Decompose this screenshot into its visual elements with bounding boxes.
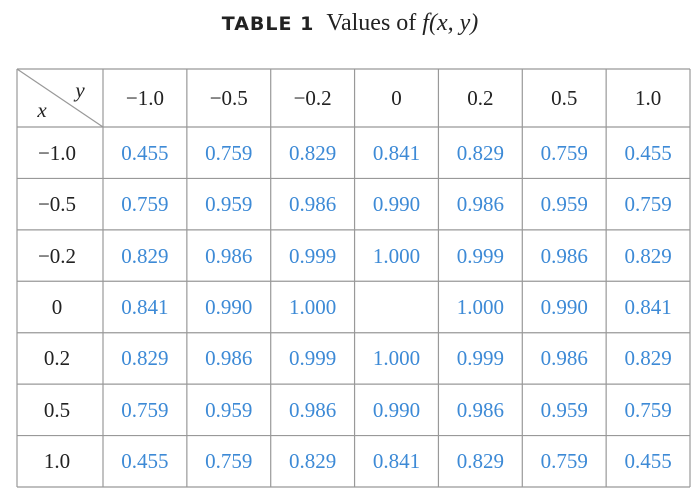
cell-value: 1.000 [372,243,421,268]
title: TABLE 1 Values of f(x, y) [0,10,700,37]
row-header: 0.2 [43,346,71,371]
cell-value: 0.455 [624,140,672,165]
row-header: −0.2 [37,243,77,268]
cell-value: 1.000 [372,346,421,371]
row-header: 1.0 [43,449,71,474]
cell-value: 0.759 [624,192,672,217]
cell-value: 0.829 [121,346,169,371]
cell-value: 0.986 [456,192,504,217]
cell-value: 0.990 [372,192,421,217]
caption: Values of [326,10,417,36]
cell-value: 0.455 [121,449,169,474]
cell-value: 1.000 [456,295,504,319]
cell-value: 0.841 [372,449,421,474]
column-header: 0 [391,86,402,110]
cell-value: 0.829 [456,140,504,165]
column-header: 0.5 [551,86,578,110]
row-header: −1.0 [37,140,77,165]
cell-value: 0.455 [121,140,169,165]
cell-value: 0.959 [540,192,588,217]
cell-value: 0.986 [289,397,337,422]
grid-line [16,68,104,128]
cell-value: 0.986 [205,346,253,371]
cell-value: 0.455 [624,449,672,474]
cell-value: 0.759 [121,192,169,217]
cell-value: 0.841 [121,295,169,319]
function: f(x, y) [422,10,479,36]
cell-value: 0.990 [540,295,588,319]
column-axis-label: y [75,78,85,102]
cell-value: 0.829 [624,243,672,268]
cell-value: 0.986 [289,192,337,217]
cell-value: 0.841 [372,140,421,165]
cell-value: 0.990 [205,295,253,319]
cell-value: 0.986 [456,397,504,422]
cell-value: 0.959 [205,397,253,422]
cell-value: 0.959 [540,397,588,422]
cell-value: 0.999 [289,243,337,268]
column-header: −0.5 [209,86,248,110]
cell-value: 0.829 [289,449,337,474]
cell-value: 0.986 [540,346,588,371]
row-header: 0 [51,295,63,319]
cell-value: 0.986 [205,243,253,268]
cell-value: 1.000 [289,295,337,319]
cell-value: 0.999 [456,346,504,371]
cell-value: 0.986 [540,243,588,268]
cell-value: 0.959 [205,192,253,217]
cell-value: 0.759 [205,140,253,165]
cell-value: 0.999 [289,346,337,371]
table-label: TABLE 1 [221,13,315,35]
cell-value: 0.759 [624,397,672,422]
cell-value: 0.759 [540,140,588,165]
cell-value: 0.759 [121,397,169,422]
cell-value: 0.759 [205,449,253,474]
column-header: −1.0 [125,86,164,110]
row-header: 0.5 [43,397,71,422]
column-header: −0.2 [293,86,332,110]
row-axis-label: x [37,98,47,122]
cell-value: 0.829 [121,243,169,268]
cell-value: 0.759 [540,449,588,474]
row-header: −0.5 [37,192,77,217]
cell-value: 0.990 [372,397,421,422]
cell-value: 0.841 [624,295,672,319]
column-header: 0.2 [467,86,494,110]
cell-value: 0.829 [456,449,504,474]
column-header: 1.0 [634,86,662,110]
cell-value: 0.829 [289,140,337,165]
cell-value: 0.829 [624,346,672,371]
cell-value: 0.999 [456,243,504,268]
